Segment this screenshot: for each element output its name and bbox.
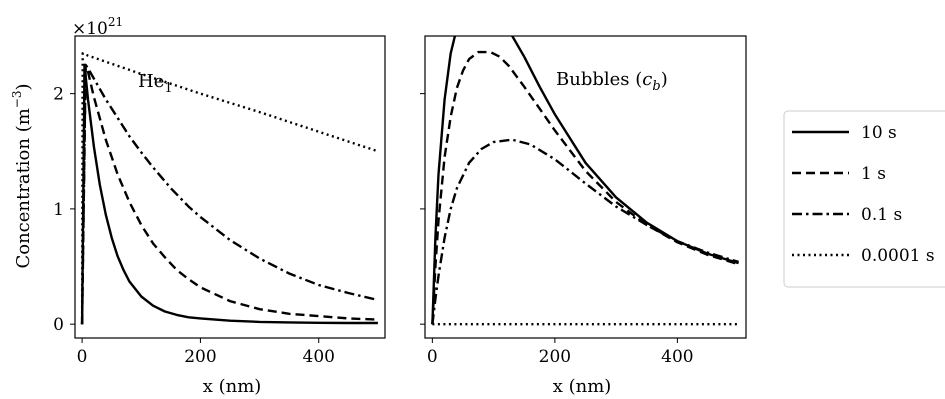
y-multiplier-base: ×10 [72, 19, 108, 39]
x-axis-label: x (nm) [553, 376, 612, 397]
x-tick-label: 0 [427, 347, 438, 367]
y-axis-label-exponent: −3 [10, 90, 24, 108]
y-axis-label-close: ) [13, 83, 34, 90]
panel-label-bubbles-variable: c [642, 69, 652, 90]
x-tick-label: 400 [303, 347, 335, 367]
bubbles-plot-area: 0 200 400 [420, 35, 747, 367]
legend-label: 0.1 s [861, 205, 902, 225]
axes-frame [424, 35, 747, 339]
y-tick-label: 1 [53, 200, 64, 220]
y-multiplier: ×1021 [72, 15, 123, 39]
panel-label-bubbles: Bubbles (cb) [556, 69, 668, 94]
series-line-0-1-s [80, 63, 379, 325]
he1-plot-area: 0 200 400 0 1 2 [53, 35, 386, 367]
series-line-10-s [431, 36, 739, 325]
x-tick-label: 0 [77, 347, 88, 367]
panel-label-he1-subscript: 1 [164, 81, 172, 96]
x-tick-label: 200 [539, 347, 571, 367]
x-axis-label: x (nm) [203, 376, 262, 397]
panel-label-bubbles-main: Bubbles ( [556, 69, 642, 90]
panel-label-bubbles-subscript: b [652, 79, 660, 94]
series-line-0-1-s [431, 138, 739, 325]
series-line-1-s [431, 50, 739, 325]
series-line-10-s [80, 63, 378, 325]
y-axis-label-main: Concentration (m [13, 108, 34, 268]
legend: 10 s 1 s 0.1 s 0.0001 s [783, 110, 945, 288]
legend-frame [783, 110, 945, 288]
legend-label: 0.0001 s [861, 246, 935, 266]
legend-label: 10 s [861, 123, 897, 143]
panel-label-he1: He1 [138, 71, 173, 96]
y-tick-label: 0 [53, 315, 64, 335]
x-tick-label: 400 [661, 347, 693, 367]
bubbles-panel: Bubbles (cb) 0 200 400 x (nm) [420, 35, 747, 397]
y-tick-label: 2 [53, 85, 64, 105]
series-line-0-0001-s [80, 52, 379, 325]
y-axis-label: Concentration (m−3) [10, 83, 34, 268]
panel-label-bubbles-close: ) [661, 69, 668, 90]
series-line-1-s [80, 63, 378, 325]
he1-panel: ×1021 Concentration (m−3) He1 0 200 400012… [10, 15, 386, 397]
y-multiplier-exponent: 21 [108, 15, 123, 29]
legend-label: 1 s [861, 164, 886, 184]
x-tick-label: 200 [184, 347, 216, 367]
axes-frame [74, 35, 386, 339]
